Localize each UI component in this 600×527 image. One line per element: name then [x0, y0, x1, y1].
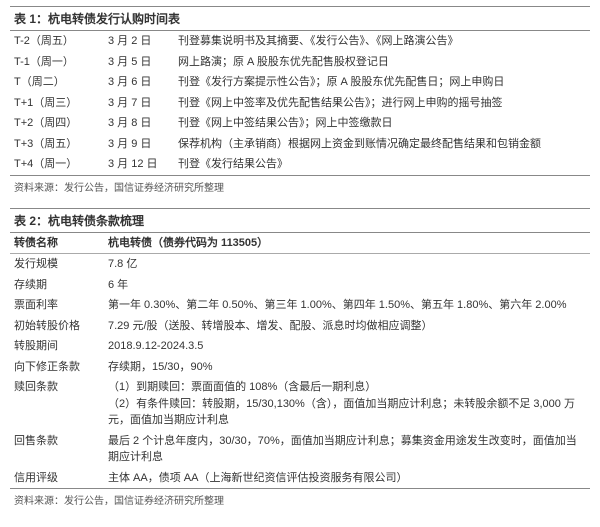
table1: T-2（周五）3 月 2 日刊登募集说明书及其摘要、《发行公告》、《网上路演公告… [10, 31, 590, 176]
cell-day: T+2（周四） [10, 113, 104, 134]
cell-key: 初始转股价格 [10, 316, 104, 337]
table-row: T+3（周五）3 月 9 日保荐机构（主承销商）根据网上资金到账情况确定最终配售… [10, 134, 590, 155]
cell-day: T-2（周五） [10, 31, 104, 52]
cell-key: 转股期间 [10, 336, 104, 357]
cell-value: 6 年 [104, 275, 590, 296]
cell-date: 3 月 2 日 [104, 31, 174, 52]
cell-event: 网上路演；原 A 股股东优先配售股权登记日 [174, 52, 590, 73]
table-row: T+4（周一）3 月 12 日刊登《发行结果公告》 [10, 154, 590, 175]
table-row: 存续期6 年 [10, 275, 590, 296]
table-row: 信用评级主体 AA，债项 AA（上海新世纪资信评估投资服务有限公司） [10, 468, 590, 489]
table1-source: 资料来源：发行公告，国信证券经济研究所整理 [10, 176, 590, 194]
cell-day: T-1（周一） [10, 52, 104, 73]
table-row: 向下修正条款存续期，15/30，90% [10, 357, 590, 378]
cell-value: （1）到期赎回：票面面值的 108%（含最后一期利息） （2）有条件赎回：转股期… [104, 377, 590, 431]
cell-value: 2018.9.12-2024.3.5 [104, 336, 590, 357]
table-row: T-2（周五）3 月 2 日刊登募集说明书及其摘要、《发行公告》、《网上路演公告… [10, 31, 590, 52]
cell-date: 3 月 8 日 [104, 113, 174, 134]
cell-key: 赎回条款 [10, 377, 104, 431]
table-row: 初始转股价格7.29 元/股（送股、转增股本、增发、配股、派息时均做相应调整） [10, 316, 590, 337]
table2-wrap: 表 2：杭电转债条款梳理 转债名称杭电转债（债券代码为 113505）发行规模7… [10, 208, 590, 508]
cell-event: 刊登《发行方案提示性公告》；原 A 股股东优先配售日；网上申购日 [174, 72, 590, 93]
table-row: 发行规模7.8 亿 [10, 254, 590, 275]
cell-date: 3 月 12 日 [104, 154, 174, 175]
cell-key: 存续期 [10, 275, 104, 296]
table1-wrap: 表 1：杭电转债发行认购时间表 T-2（周五）3 月 2 日刊登募集说明书及其摘… [10, 6, 590, 194]
table-row: T+1（周三）3 月 7 日刊登《网上中签率及优先配售结果公告》；进行网上申购的… [10, 93, 590, 114]
cell-key: 发行规模 [10, 254, 104, 275]
table2-header-row: 转债名称杭电转债（债券代码为 113505） [10, 233, 590, 254]
cell-day: T+3（周五） [10, 134, 104, 155]
table-row: 转股期间2018.9.12-2024.3.5 [10, 336, 590, 357]
table-row: 票面利率第一年 0.30%、第二年 0.50%、第三年 1.00%、第四年 1.… [10, 295, 590, 316]
cell-event: 刊登《网上中签率及优先配售结果公告》；进行网上申购的摇号抽签 [174, 93, 590, 114]
cell-value: 7.29 元/股（送股、转增股本、增发、配股、派息时均做相应调整） [104, 316, 590, 337]
table-row: 回售条款最后 2 个计息年度内，30/30，70%，面值加当期应计利息；募集资金… [10, 431, 590, 468]
cell-value: 第一年 0.30%、第二年 0.50%、第三年 1.00%、第四年 1.50%、… [104, 295, 590, 316]
cell-day: T+1（周三） [10, 93, 104, 114]
cell-event: 刊登《网上中签结果公告》；网上中签缴款日 [174, 113, 590, 134]
table-row: T-1（周一）3 月 5 日网上路演；原 A 股股东优先配售股权登记日 [10, 52, 590, 73]
table-row: T（周二）3 月 6 日刊登《发行方案提示性公告》；原 A 股股东优先配售日；网… [10, 72, 590, 93]
cell-date: 3 月 9 日 [104, 134, 174, 155]
table2-source: 资料来源：发行公告，国信证券经济研究所整理 [10, 489, 590, 507]
cell-date: 3 月 7 日 [104, 93, 174, 114]
cell-key: 信用评级 [10, 468, 104, 489]
cell-value: 主体 AA，债项 AA（上海新世纪资信评估投资服务有限公司） [104, 468, 590, 489]
cell-value: 存续期，15/30，90% [104, 357, 590, 378]
cell-key: 回售条款 [10, 431, 104, 468]
cell-day: T（周二） [10, 72, 104, 93]
cell-date: 3 月 6 日 [104, 72, 174, 93]
cell-value: 最后 2 个计息年度内，30/30，70%，面值加当期应计利息；募集资金用途发生… [104, 431, 590, 468]
table2-title: 表 2：杭电转债条款梳理 [10, 208, 590, 233]
table2: 转债名称杭电转债（债券代码为 113505）发行规模7.8 亿存续期6 年票面利… [10, 233, 590, 490]
table-row: 赎回条款（1）到期赎回：票面面值的 108%（含最后一期利息） （2）有条件赎回… [10, 377, 590, 431]
cell-value: 7.8 亿 [104, 254, 590, 275]
cell-event: 刊登募集说明书及其摘要、《发行公告》、《网上路演公告》 [174, 31, 590, 52]
table1-title: 表 1：杭电转债发行认购时间表 [10, 6, 590, 31]
cell-date: 3 月 5 日 [104, 52, 174, 73]
cell-event: 刊登《发行结果公告》 [174, 154, 590, 175]
cell-key: 向下修正条款 [10, 357, 104, 378]
cell-day: T+4（周一） [10, 154, 104, 175]
header-label: 转债名称 [10, 233, 104, 254]
cell-event: 保荐机构（主承销商）根据网上资金到账情况确定最终配售结果和包销金额 [174, 134, 590, 155]
table-row: T+2（周四）3 月 8 日刊登《网上中签结果公告》；网上中签缴款日 [10, 113, 590, 134]
header-value: 杭电转债（债券代码为 113505） [104, 233, 590, 254]
cell-key: 票面利率 [10, 295, 104, 316]
